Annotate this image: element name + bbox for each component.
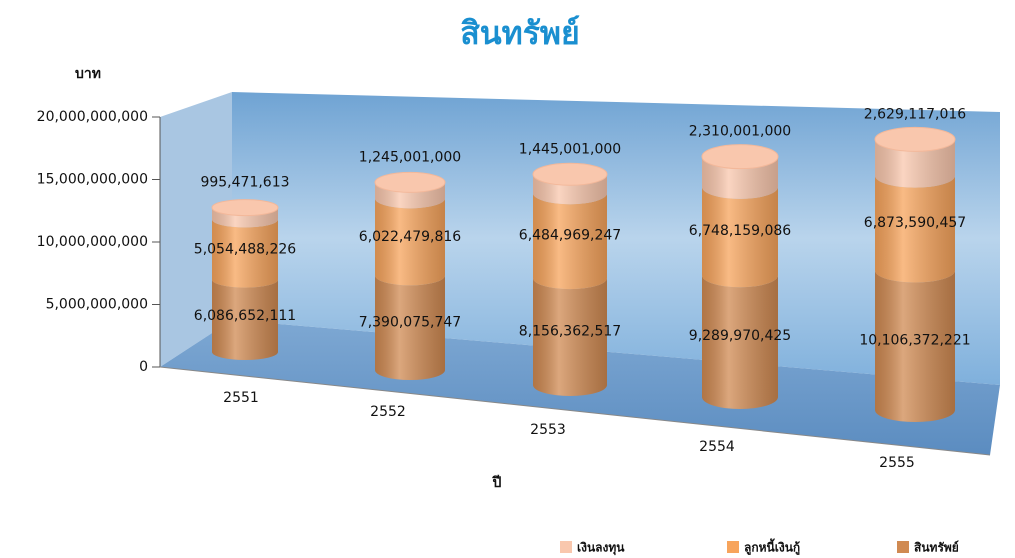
y-axis-title: บาท <box>75 66 101 82</box>
y-tick-label: 10,000,000,000 <box>37 234 148 250</box>
legend-swatch <box>560 541 572 553</box>
value-label: 9,289,970,425 <box>689 328 791 344</box>
value-label: 6,873,590,457 <box>864 215 966 231</box>
x-tick-label: 2552 <box>370 404 406 420</box>
value-label: 1,445,001,000 <box>519 141 621 157</box>
value-label: 7,390,075,747 <box>359 315 461 331</box>
value-label: 10,106,372,221 <box>859 332 970 348</box>
x-tick-label: 2555 <box>879 455 915 471</box>
y-tick-label: 5,000,000,000 <box>46 297 148 313</box>
value-label: 2,629,117,016 <box>864 106 967 122</box>
cylinder-top <box>875 127 955 151</box>
value-label: 5,054,488,226 <box>194 241 297 257</box>
x-axis-title: ปี <box>491 475 501 491</box>
legend-text: สินทรัพย์ <box>914 541 959 555</box>
value-label: 6,086,652,111 <box>194 308 296 324</box>
cylinder-top <box>533 163 607 185</box>
cylinder-top <box>375 172 445 192</box>
legend-text: เงินลงทุน <box>577 541 625 556</box>
legend-text: ลูกหนี้เงินกู้ <box>744 538 800 556</box>
y-tick-label: 20,000,000,000 <box>37 109 148 125</box>
cylinder-top <box>212 200 278 216</box>
value-label: 2,310,001,000 <box>689 124 791 140</box>
legend-swatch <box>727 541 739 553</box>
value-label: 995,471,613 <box>200 175 289 191</box>
y-tick-label: 0 <box>139 359 148 375</box>
cylinder-top <box>702 145 778 169</box>
value-label: 6,022,479,816 <box>359 229 462 245</box>
value-label: 1,245,001,000 <box>359 149 461 165</box>
chart: สินทรัพย์ บาท ปี 0 5,000,000,000 10,000,00… <box>0 0 1015 558</box>
value-label: 6,748,159,086 <box>689 223 792 239</box>
y-tick-label: 15,000,000,000 <box>37 172 148 188</box>
value-label: 8,156,362,517 <box>519 324 621 340</box>
legend-swatch <box>897 541 909 553</box>
x-tick-label: 2553 <box>530 422 566 438</box>
chart-title: สินทรัพย์ <box>460 14 580 52</box>
value-label: 6,484,969,247 <box>519 228 621 244</box>
x-tick-label: 2551 <box>223 390 259 406</box>
x-tick-label: 2554 <box>699 439 735 455</box>
